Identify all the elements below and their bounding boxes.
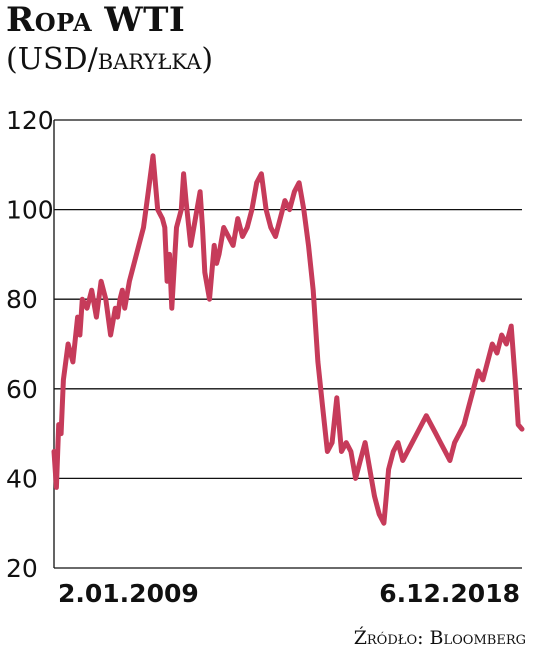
subtitle-prefix: (USD/: [6, 42, 98, 77]
source-note: Źródło: Bloomberg: [353, 627, 526, 649]
subtitle-suffix: ): [201, 42, 214, 77]
x-tick-label: 2.01.2009: [58, 579, 199, 608]
y-tick-label: 40: [6, 464, 38, 493]
y-tick-label: 60: [6, 375, 38, 404]
y-axis-ticks: 20 40 60 80 100 120: [6, 106, 54, 583]
subtitle-unit: baryłka: [97, 42, 202, 77]
y-tick-label: 120: [6, 106, 54, 135]
x-tick-label: 6.12.2018: [379, 579, 520, 608]
grid-lines: [53, 119, 522, 569]
series-group: [51, 153, 525, 526]
x-axis-ticks: 2.01.2009 6.12.2018: [58, 579, 520, 608]
y-tick-label: 80: [6, 285, 38, 314]
y-tick-label: 100: [6, 196, 54, 225]
y-tick-label: 20: [6, 554, 38, 583]
series-line: [51, 153, 525, 526]
chart-subtitle: (USD/baryłka): [6, 42, 213, 77]
chart-title: Ropa WTI: [6, 0, 186, 40]
